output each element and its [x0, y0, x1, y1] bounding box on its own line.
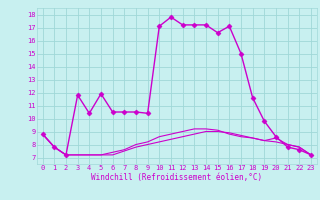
X-axis label: Windchill (Refroidissement éolien,°C): Windchill (Refroidissement éolien,°C): [91, 173, 262, 182]
